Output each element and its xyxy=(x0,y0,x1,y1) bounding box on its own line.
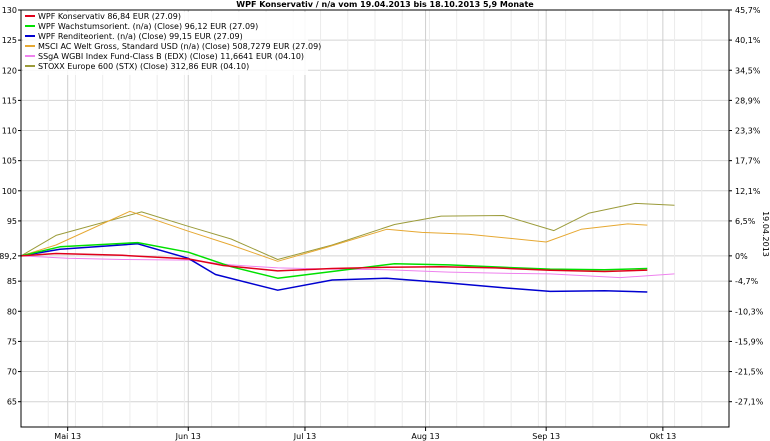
x-tick-label: Okt 13 xyxy=(649,432,676,441)
y-right-tick-label: 12,1% xyxy=(735,187,761,196)
y-tick-label: 85 xyxy=(7,277,17,286)
y-tick-label: 115 xyxy=(2,96,17,105)
y-tick-label: 100 xyxy=(2,187,17,196)
x-tick-label: Sep 13 xyxy=(532,432,560,441)
series-line xyxy=(20,252,648,273)
plot-frame xyxy=(20,9,730,428)
y-right-tick-label: 17,7% xyxy=(735,157,761,166)
y-tick-label: 65 xyxy=(7,398,17,407)
left-axis: 130 125 120 115 110 105 100 95 89,2 85 80 75 70 65 xyxy=(0,6,21,407)
y-tick-label: 95 xyxy=(7,217,17,226)
x-tick-label: Jul 13 xyxy=(293,432,316,441)
y-tick-label: 89,2 xyxy=(0,252,17,261)
legend-entry: MSCI AC Welt Gross, Standard USD (n/a) (… xyxy=(38,42,321,51)
y-tick-label: 80 xyxy=(7,307,17,316)
y-right-tick-label: -10,3% xyxy=(735,307,764,316)
y-right-tick-label: 45,7% xyxy=(735,6,761,15)
y-right-tick-label: 0% xyxy=(735,252,748,261)
right-axis: 45,7% 40,1% 34,5% 28,9% 23,3% 17,7% 12,1% 6,5% 0… xyxy=(729,6,764,407)
y-right-tick-label: -21,5% xyxy=(735,368,764,377)
series-line xyxy=(20,210,648,262)
y-tick-label: 130 xyxy=(2,6,17,15)
legend-entry: WPF Wachstumsorient. (n/a) (Close) 96,12… xyxy=(38,22,258,31)
y-right-tick-label: 40,1% xyxy=(735,36,761,45)
legend: WPF Konservativ 86,84 EUR (27.09)WPF Wac… xyxy=(23,12,321,75)
series-layer xyxy=(20,202,675,293)
legend-entry: STOXX Europe 600 (STX) (Close) 312,86 EU… xyxy=(38,62,249,71)
series-line xyxy=(20,241,648,279)
x-tick-label: Mai 13 xyxy=(54,432,81,441)
y-tick-label: 105 xyxy=(2,157,17,166)
y-right-tick-label: 23,3% xyxy=(735,127,761,136)
legend-entry: WPF Renditeorient. (n/a) (Close) 99,15 E… xyxy=(38,32,243,41)
y-tick-label: 110 xyxy=(2,127,17,136)
chart-title: WPF Konservativ / n/a vom 19.04.2013 bis… xyxy=(236,0,534,9)
legend-background xyxy=(23,12,308,75)
y-tick-label: 70 xyxy=(7,368,17,377)
y-right-tick-label: 34,5% xyxy=(735,66,761,75)
legend-entry: WPF Konservativ 86,84 EUR (27.09) xyxy=(38,12,181,21)
y-right-tick-label: -15,9% xyxy=(735,337,764,346)
series-line xyxy=(20,243,648,293)
y-right-tick-label: 6,5% xyxy=(735,217,756,226)
right-axis-label: 19.04.2013 xyxy=(761,211,770,257)
y-right-tick-label: -4,7% xyxy=(735,277,759,286)
series-line xyxy=(20,202,675,260)
y-tick-label: 75 xyxy=(7,337,17,346)
x-tick-label: Aug 13 xyxy=(411,432,439,441)
y-tick-label: 125 xyxy=(2,36,17,45)
y-right-tick-label: -27,1% xyxy=(735,398,764,407)
x-axis: Mai 13 Jun 13 Jul 13 Aug 13 Sep 13 Okt 13 xyxy=(54,427,676,441)
y-tick-label: 120 xyxy=(2,66,17,75)
x-tick-label: Jun 13 xyxy=(175,432,201,441)
y-right-tick-label: 28,9% xyxy=(735,96,761,105)
legend-entry: SSgA WGBI Index Fund-Class B (EDX) (Clos… xyxy=(38,52,304,61)
